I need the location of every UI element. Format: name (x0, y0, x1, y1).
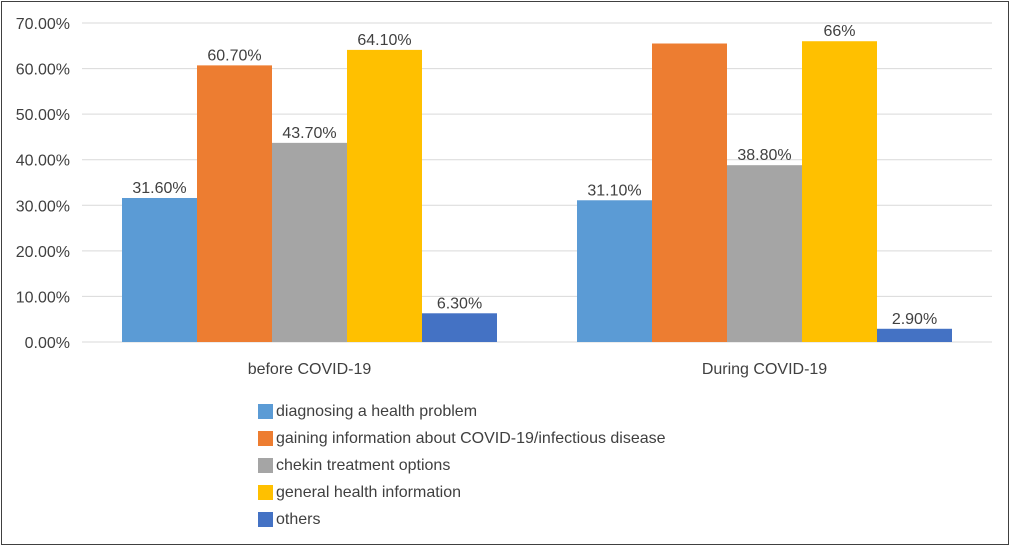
bar (272, 142, 347, 342)
data-labels: 31.60% 60.70% 43.70% 64.10% 6.30% 31.10% 38.80… (132, 23, 937, 328)
data-label: 66% (823, 23, 855, 40)
legend-item: gaining information about COVID-19/infec… (258, 425, 666, 452)
legend-swatch (258, 485, 273, 500)
bar (652, 43, 727, 342)
y-tick-label: 20.00% (16, 244, 70, 261)
y-tick-label: 40.00% (16, 153, 70, 170)
data-label: 43.70% (282, 125, 336, 142)
data-label: 31.60% (132, 180, 186, 197)
bar (197, 65, 272, 342)
legend-swatch (258, 512, 273, 527)
data-label: 2.90% (892, 311, 937, 328)
y-tick-label: 70.00% (16, 16, 70, 33)
bar (422, 313, 497, 342)
legend-label: chekin treatment options (276, 456, 451, 474)
data-label: 6.30% (437, 295, 482, 312)
y-tick-label: 30.00% (16, 198, 70, 215)
bar (802, 41, 877, 342)
data-label: 64.10% (357, 32, 411, 49)
legend-item: general health information (258, 479, 666, 506)
bar (727, 165, 802, 342)
legend-item: others (258, 506, 666, 533)
legend-item: diagnosing a health problem (258, 398, 666, 425)
data-label: 31.10% (587, 182, 641, 199)
y-tick-label: 0.00% (25, 335, 70, 352)
bar (347, 49, 422, 342)
bars (122, 41, 952, 342)
y-tick-label: 10.00% (16, 289, 70, 306)
legend-item: chekin treatment options (258, 452, 666, 479)
legend-label: general health information (276, 483, 462, 501)
bar (877, 328, 952, 342)
data-label: 60.70% (207, 47, 261, 64)
category-label: before COVID-19 (248, 361, 372, 378)
y-tick-label: 50.00% (16, 107, 70, 124)
legend-label: others (276, 510, 321, 528)
legend-swatch (258, 458, 273, 473)
bar (122, 197, 197, 342)
category-labels: before COVID-19 During COVID-19 (248, 361, 828, 378)
y-axis-ticks: 0.00% 10.00% 20.00% 30.00% 40.00% 50.00% 60.00… (16, 16, 70, 352)
y-tick-label: 60.00% (16, 62, 70, 79)
data-label: 38.80% (737, 147, 791, 164)
bar (577, 200, 652, 342)
category-label: During COVID-19 (702, 361, 827, 378)
legend-label: diagnosing a health problem (276, 402, 478, 420)
legend: diagnosing a health problem gaining infor… (258, 398, 666, 533)
legend-label: gaining information about COVID-19/infec… (276, 429, 666, 447)
legend-swatch (258, 431, 273, 446)
legend-swatch (258, 404, 273, 419)
